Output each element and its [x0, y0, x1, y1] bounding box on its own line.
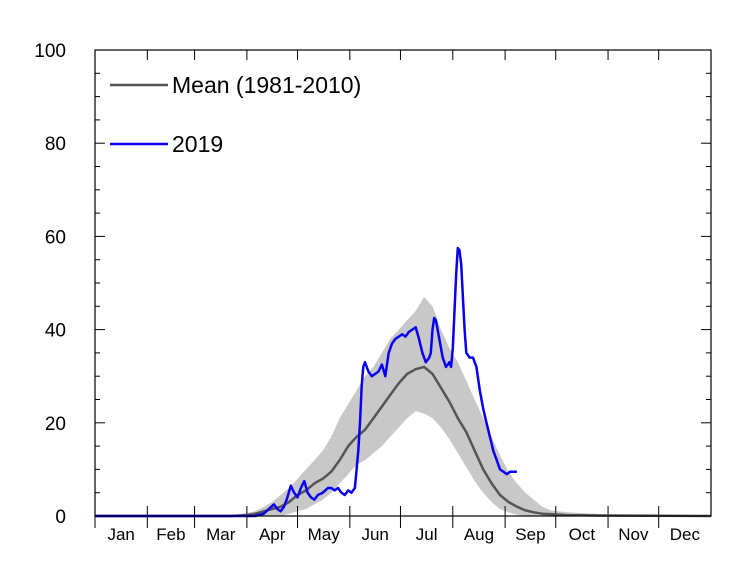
- band-layer: [95, 297, 711, 516]
- x-tick-label: Sep: [515, 525, 545, 544]
- y-tick-label: 60: [45, 227, 66, 248]
- y-tick-label: 100: [34, 41, 66, 62]
- x-tick-label: Mar: [206, 525, 236, 544]
- legend-label-mean: Mean (1981-2010): [172, 72, 361, 98]
- series-line-mean: [95, 365, 712, 518]
- x-axis-labels: Jan Feb Mar Apr May Jun Jul Aug Sep Oct Nov Dec: [107, 525, 700, 544]
- x-tick-label: Jun: [361, 525, 388, 544]
- series-layer: [95, 246, 712, 518]
- y-axis-labels: 0 20 40 60 80 100: [34, 41, 66, 528]
- range-band: [95, 297, 711, 516]
- y-tick-label: 40: [45, 321, 66, 342]
- x-tick-label: Nov: [618, 525, 649, 544]
- y-tick-label: 0: [55, 507, 66, 528]
- y-tick-label: 80: [45, 134, 66, 155]
- tick-layer: [94, 49, 711, 528]
- x-tick-label: May: [308, 525, 341, 544]
- plot-frame: [94, 49, 712, 517]
- legend: Mean (1981-2010) 2019: [110, 72, 361, 157]
- x-tick-label: Dec: [670, 525, 701, 544]
- x-tick-label: Aug: [464, 525, 494, 544]
- y-tick-label: 20: [45, 414, 66, 435]
- x-tick-label: Jul: [416, 525, 438, 544]
- x-tick-label: Apr: [259, 525, 286, 544]
- x-tick-label: Feb: [156, 525, 185, 544]
- x-tick-label: Oct: [569, 525, 596, 544]
- legend-label-2019: 2019: [172, 131, 223, 157]
- series-line-2019: [95, 246, 517, 518]
- x-tick-label: Jan: [107, 525, 134, 544]
